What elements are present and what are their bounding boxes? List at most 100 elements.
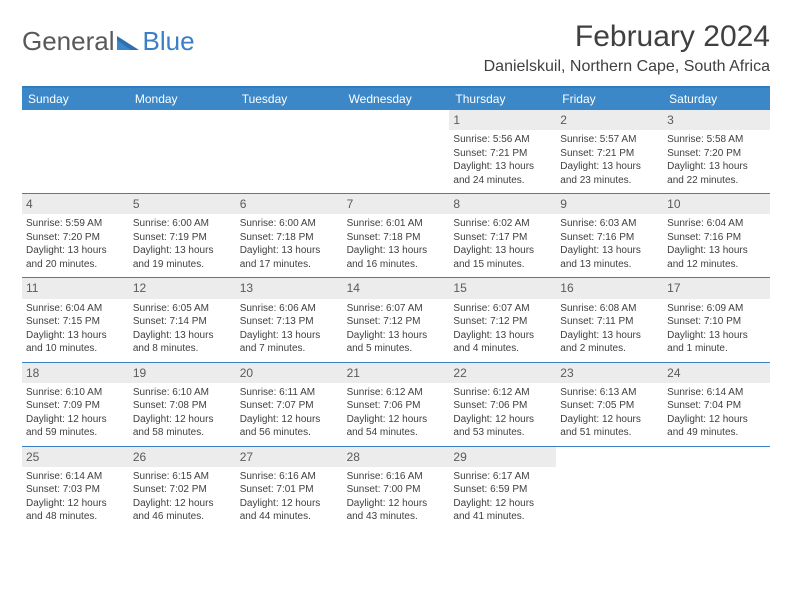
month-title: February 2024 xyxy=(484,20,770,54)
daylight: Daylight: 13 hours and 15 minutes. xyxy=(453,244,552,271)
daylight: Daylight: 13 hours and 20 minutes. xyxy=(26,244,125,271)
daylight: Daylight: 13 hours and 16 minutes. xyxy=(347,244,446,271)
day-number: 19 xyxy=(129,363,236,383)
day-cell: . xyxy=(22,110,129,193)
week-row: 18Sunrise: 6:10 AMSunset: 7:09 PMDayligh… xyxy=(22,363,770,447)
title-block: February 2024 Danielskuil, Northern Cape… xyxy=(484,20,770,76)
sunset: Sunset: 7:06 PM xyxy=(453,399,552,413)
day-cell: 21Sunrise: 6:12 AMSunset: 7:06 PMDayligh… xyxy=(343,363,450,446)
sunrise: Sunrise: 5:59 AM xyxy=(26,217,125,231)
daylight: Daylight: 13 hours and 13 minutes. xyxy=(560,244,659,271)
sunset: Sunset: 7:14 PM xyxy=(133,315,232,329)
sunrise: Sunrise: 6:00 AM xyxy=(240,217,339,231)
day-header: Wednesday xyxy=(343,88,450,110)
sunset: Sunset: 7:20 PM xyxy=(26,231,125,245)
day-cell: 1Sunrise: 5:56 AMSunset: 7:21 PMDaylight… xyxy=(449,110,556,193)
day-cell: 11Sunrise: 6:04 AMSunset: 7:15 PMDayligh… xyxy=(22,278,129,361)
week-row: 4Sunrise: 5:59 AMSunset: 7:20 PMDaylight… xyxy=(22,194,770,278)
sunrise: Sunrise: 6:07 AM xyxy=(453,302,552,316)
day-header: Monday xyxy=(129,88,236,110)
day-cell: 5Sunrise: 6:00 AMSunset: 7:19 PMDaylight… xyxy=(129,194,236,277)
sunset: Sunset: 7:04 PM xyxy=(667,399,766,413)
daylight: Daylight: 13 hours and 8 minutes. xyxy=(133,329,232,356)
daylight: Daylight: 13 hours and 7 minutes. xyxy=(240,329,339,356)
sunrise: Sunrise: 6:07 AM xyxy=(347,302,446,316)
day-cell: 12Sunrise: 6:05 AMSunset: 7:14 PMDayligh… xyxy=(129,278,236,361)
sunrise: Sunrise: 6:15 AM xyxy=(133,470,232,484)
sunrise: Sunrise: 6:14 AM xyxy=(26,470,125,484)
sunset: Sunset: 7:01 PM xyxy=(240,483,339,497)
day-number: 10 xyxy=(663,194,770,214)
day-number: 20 xyxy=(236,363,343,383)
day-cell: 2Sunrise: 5:57 AMSunset: 7:21 PMDaylight… xyxy=(556,110,663,193)
sunset: Sunset: 7:18 PM xyxy=(347,231,446,245)
sunset: Sunset: 7:16 PM xyxy=(560,231,659,245)
day-cell: 8Sunrise: 6:02 AMSunset: 7:17 PMDaylight… xyxy=(449,194,556,277)
day-number: 9 xyxy=(556,194,663,214)
sunset: Sunset: 7:08 PM xyxy=(133,399,232,413)
day-number: 17 xyxy=(663,278,770,298)
sunset: Sunset: 7:10 PM xyxy=(667,315,766,329)
daylight: Daylight: 13 hours and 22 minutes. xyxy=(667,160,766,187)
daylight: Daylight: 13 hours and 10 minutes. xyxy=(26,329,125,356)
sunrise: Sunrise: 6:10 AM xyxy=(26,386,125,400)
daylight: Daylight: 13 hours and 19 minutes. xyxy=(133,244,232,271)
sunrise: Sunrise: 6:01 AM xyxy=(347,217,446,231)
sunrise: Sunrise: 6:06 AM xyxy=(240,302,339,316)
day-number: 8 xyxy=(449,194,556,214)
sunrise: Sunrise: 6:05 AM xyxy=(133,302,232,316)
day-number: 7 xyxy=(343,194,450,214)
day-header: Sunday xyxy=(22,88,129,110)
sunrise: Sunrise: 6:17 AM xyxy=(453,470,552,484)
daylight: Daylight: 13 hours and 4 minutes. xyxy=(453,329,552,356)
day-number: 4 xyxy=(22,194,129,214)
header: General Blue February 2024 Danielskuil, … xyxy=(22,20,770,76)
day-number: 27 xyxy=(236,447,343,467)
sunset: Sunset: 7:07 PM xyxy=(240,399,339,413)
day-number: 26 xyxy=(129,447,236,467)
day-cell: 10Sunrise: 6:04 AMSunset: 7:16 PMDayligh… xyxy=(663,194,770,277)
sunrise: Sunrise: 6:03 AM xyxy=(560,217,659,231)
logo-text-1: General xyxy=(22,26,115,57)
day-cell: 3Sunrise: 5:58 AMSunset: 7:20 PMDaylight… xyxy=(663,110,770,193)
day-cell: 23Sunrise: 6:13 AMSunset: 7:05 PMDayligh… xyxy=(556,363,663,446)
sunset: Sunset: 7:21 PM xyxy=(453,147,552,161)
day-cell: 14Sunrise: 6:07 AMSunset: 7:12 PMDayligh… xyxy=(343,278,450,361)
day-cell: . xyxy=(343,110,450,193)
location: Danielskuil, Northern Cape, South Africa xyxy=(484,58,770,76)
day-number: 23 xyxy=(556,363,663,383)
daylight: Daylight: 12 hours and 46 minutes. xyxy=(133,497,232,524)
day-number: 2 xyxy=(556,110,663,130)
logo: General Blue xyxy=(22,26,195,57)
logo-text-2: Blue xyxy=(143,30,195,53)
day-cell: 18Sunrise: 6:10 AMSunset: 7:09 PMDayligh… xyxy=(22,363,129,446)
week-row: 25Sunrise: 6:14 AMSunset: 7:03 PMDayligh… xyxy=(22,447,770,530)
day-cell: 4 Sunrise: 5:59 AMSunset: 7:20 PMDaylight… xyxy=(22,194,129,277)
sunrise: Sunrise: 6:09 AM xyxy=(667,302,766,316)
sunrise: Sunrise: 5:58 AM xyxy=(667,133,766,147)
sunset: Sunset: 7:13 PM xyxy=(240,315,339,329)
week-row: 11Sunrise: 6:04 AMSunset: 7:15 PMDayligh… xyxy=(22,278,770,362)
day-cell: 22Sunrise: 6:12 AMSunset: 7:06 PMDayligh… xyxy=(449,363,556,446)
daylight: Daylight: 13 hours and 12 minutes. xyxy=(667,244,766,271)
day-cell: 15Sunrise: 6:07 AMSunset: 7:12 PMDayligh… xyxy=(449,278,556,361)
sunset: Sunset: 7:15 PM xyxy=(26,315,125,329)
day-cell: 13Sunrise: 6:06 AMSunset: 7:13 PMDayligh… xyxy=(236,278,343,361)
day-number: 28 xyxy=(343,447,450,467)
sunset: Sunset: 7:18 PM xyxy=(240,231,339,245)
sunset: Sunset: 7:03 PM xyxy=(26,483,125,497)
day-number: 5 xyxy=(129,194,236,214)
daylight: Daylight: 12 hours and 43 minutes. xyxy=(347,497,446,524)
sunset: Sunset: 7:19 PM xyxy=(133,231,232,245)
sunrise: Sunrise: 6:10 AM xyxy=(133,386,232,400)
sunrise: Sunrise: 5:56 AM xyxy=(453,133,552,147)
day-cell: 16Sunrise: 6:08 AMSunset: 7:11 PMDayligh… xyxy=(556,278,663,361)
daylight: Daylight: 12 hours and 44 minutes. xyxy=(240,497,339,524)
sunset: Sunset: 7:02 PM xyxy=(133,483,232,497)
sunrise: Sunrise: 6:08 AM xyxy=(560,302,659,316)
sunset: Sunset: 7:00 PM xyxy=(347,483,446,497)
sunset: Sunset: 6:59 PM xyxy=(453,483,552,497)
day-cell: 20Sunrise: 6:11 AMSunset: 7:07 PMDayligh… xyxy=(236,363,343,446)
daylight: Daylight: 13 hours and 23 minutes. xyxy=(560,160,659,187)
sunset: Sunset: 7:16 PM xyxy=(667,231,766,245)
